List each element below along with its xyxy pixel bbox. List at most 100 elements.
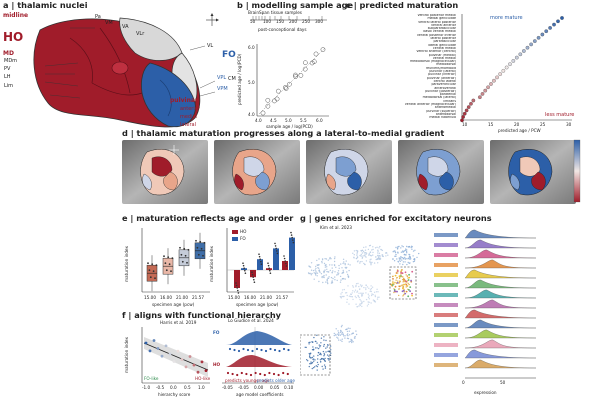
g-umap-cell — [355, 249, 357, 252]
g-umap-cluster-cell — [396, 281, 399, 284]
g-umap-cell — [337, 333, 339, 335]
g-umap-cell — [400, 256, 402, 258]
g-umap-cell — [333, 332, 335, 335]
g-umap-cell — [361, 257, 363, 259]
e-box-point — [186, 261, 188, 264]
g-umap-cell — [312, 269, 315, 272]
d-region — [519, 156, 541, 177]
g-umap-cell — [318, 267, 320, 269]
g-ridge — [464, 269, 537, 279]
b-identity-line — [258, 47, 326, 115]
g-ridge-labels — [434, 233, 458, 367]
g-umap-cell — [347, 275, 349, 277]
g-umap-cell — [358, 292, 360, 294]
g-umap-cell — [398, 259, 401, 261]
g-umap-cell — [370, 302, 372, 304]
e-l-xtick-3: 21.57 — [192, 295, 204, 300]
g-umap-cell — [362, 255, 364, 257]
f-xtick-0: -1.0 — [142, 385, 151, 390]
d-region — [151, 156, 173, 177]
e-bar-point — [284, 260, 286, 262]
g-umap-cell — [327, 259, 329, 261]
g-umap-cell — [333, 257, 336, 260]
e-box-point — [195, 239, 197, 242]
g-umap-cell — [340, 330, 342, 333]
g-umap-cell — [367, 296, 370, 299]
g-umap-cell — [397, 260, 399, 263]
g-umap-cell — [365, 252, 368, 254]
g-umap-cell — [360, 300, 362, 302]
g-umap-cluster-cell — [397, 270, 399, 272]
c-nucleus-label: mediodorsal (magnocellular) — [410, 60, 456, 64]
c-dot — [518, 52, 523, 57]
g-umap-cell — [399, 260, 401, 262]
e-bar-ho — [266, 268, 272, 270]
g-umap-cell — [398, 277, 401, 280]
g-umap-cluster-cell — [407, 295, 410, 298]
c-nucleus-label: medial habenula — [429, 116, 456, 120]
g-umap-cell — [392, 258, 394, 260]
g-umap-cell — [325, 347, 327, 349]
f-xtick-2: 0.0 — [170, 385, 177, 390]
g-umap-cell — [365, 246, 367, 248]
g-umap-cell — [358, 296, 360, 299]
g-umap-cell — [394, 281, 396, 284]
g-umap-cell — [347, 285, 349, 287]
g-umap-cell — [363, 254, 366, 256]
g-umap-cell — [341, 291, 343, 294]
b-point — [303, 60, 308, 66]
f-left-low: FO-like — [144, 376, 159, 381]
g-umap-cell — [318, 280, 320, 283]
d-slice — [490, 140, 576, 204]
c-xtick-2: 20 — [514, 122, 520, 127]
e-box-point — [151, 263, 154, 266]
g-umap-cell — [342, 262, 344, 265]
f-left-ylabel: maturation index — [124, 336, 129, 373]
g-umap-cell — [370, 262, 372, 265]
g-umap-cell — [337, 270, 340, 272]
label-mdm: MDm — [4, 58, 18, 64]
label-md: MD — [3, 50, 14, 57]
g-umap-cell — [407, 246, 409, 248]
panel-f-title: f | aligns with functional hierarchy — [122, 310, 282, 320]
g-umap-cell — [329, 345, 332, 347]
g-umap-cell — [386, 252, 388, 254]
g-umap-cell — [308, 365, 310, 368]
b-ytick-1: 5.0 — [248, 80, 255, 85]
g-ridge — [464, 299, 537, 309]
g-umap-cell — [323, 345, 325, 347]
c-nucleus-label: reuniens/rhomboid — [425, 66, 456, 70]
g-umap-cell — [320, 273, 323, 275]
g-umap-cell — [403, 277, 405, 280]
g-umap-cell — [328, 355, 330, 357]
g-ridge-swatch — [434, 323, 458, 327]
g-umap-cell — [369, 289, 372, 291]
g-umap-cluster-cell — [394, 285, 397, 288]
d-colorbar — [573, 139, 581, 203]
b-xtick-4: 6.0 — [316, 118, 323, 123]
b-top-tick-3: 200 — [289, 19, 297, 24]
e-r-xtick-0: 15.00 — [228, 295, 240, 300]
label-lh: LH — [4, 74, 11, 80]
g-umap-cell — [372, 293, 374, 296]
g-umap-cell — [402, 258, 405, 260]
g-ridge — [464, 329, 537, 339]
g-umap-cell — [331, 267, 333, 269]
g-umap-cell — [325, 339, 327, 342]
f-rug-ho — [240, 371, 243, 375]
g-umap-cell — [377, 252, 379, 254]
g-umap-cell — [400, 269, 403, 271]
g-umap-cell — [352, 290, 354, 292]
f-rug-ho — [286, 372, 289, 376]
e-box-point — [171, 257, 174, 260]
b-point — [313, 51, 319, 57]
f-xtick-3: 0.5 — [184, 385, 191, 390]
f-rug-ho — [282, 371, 285, 375]
c-nucleus-label: pulvinar (superior) — [426, 109, 456, 113]
g-umap-cell — [401, 257, 404, 259]
g-umap-cell — [406, 245, 408, 248]
g-ridge — [464, 339, 537, 349]
g-umap-cell — [339, 275, 342, 278]
e-bar-point — [242, 262, 244, 264]
g-umap-cluster-cell — [409, 290, 411, 293]
